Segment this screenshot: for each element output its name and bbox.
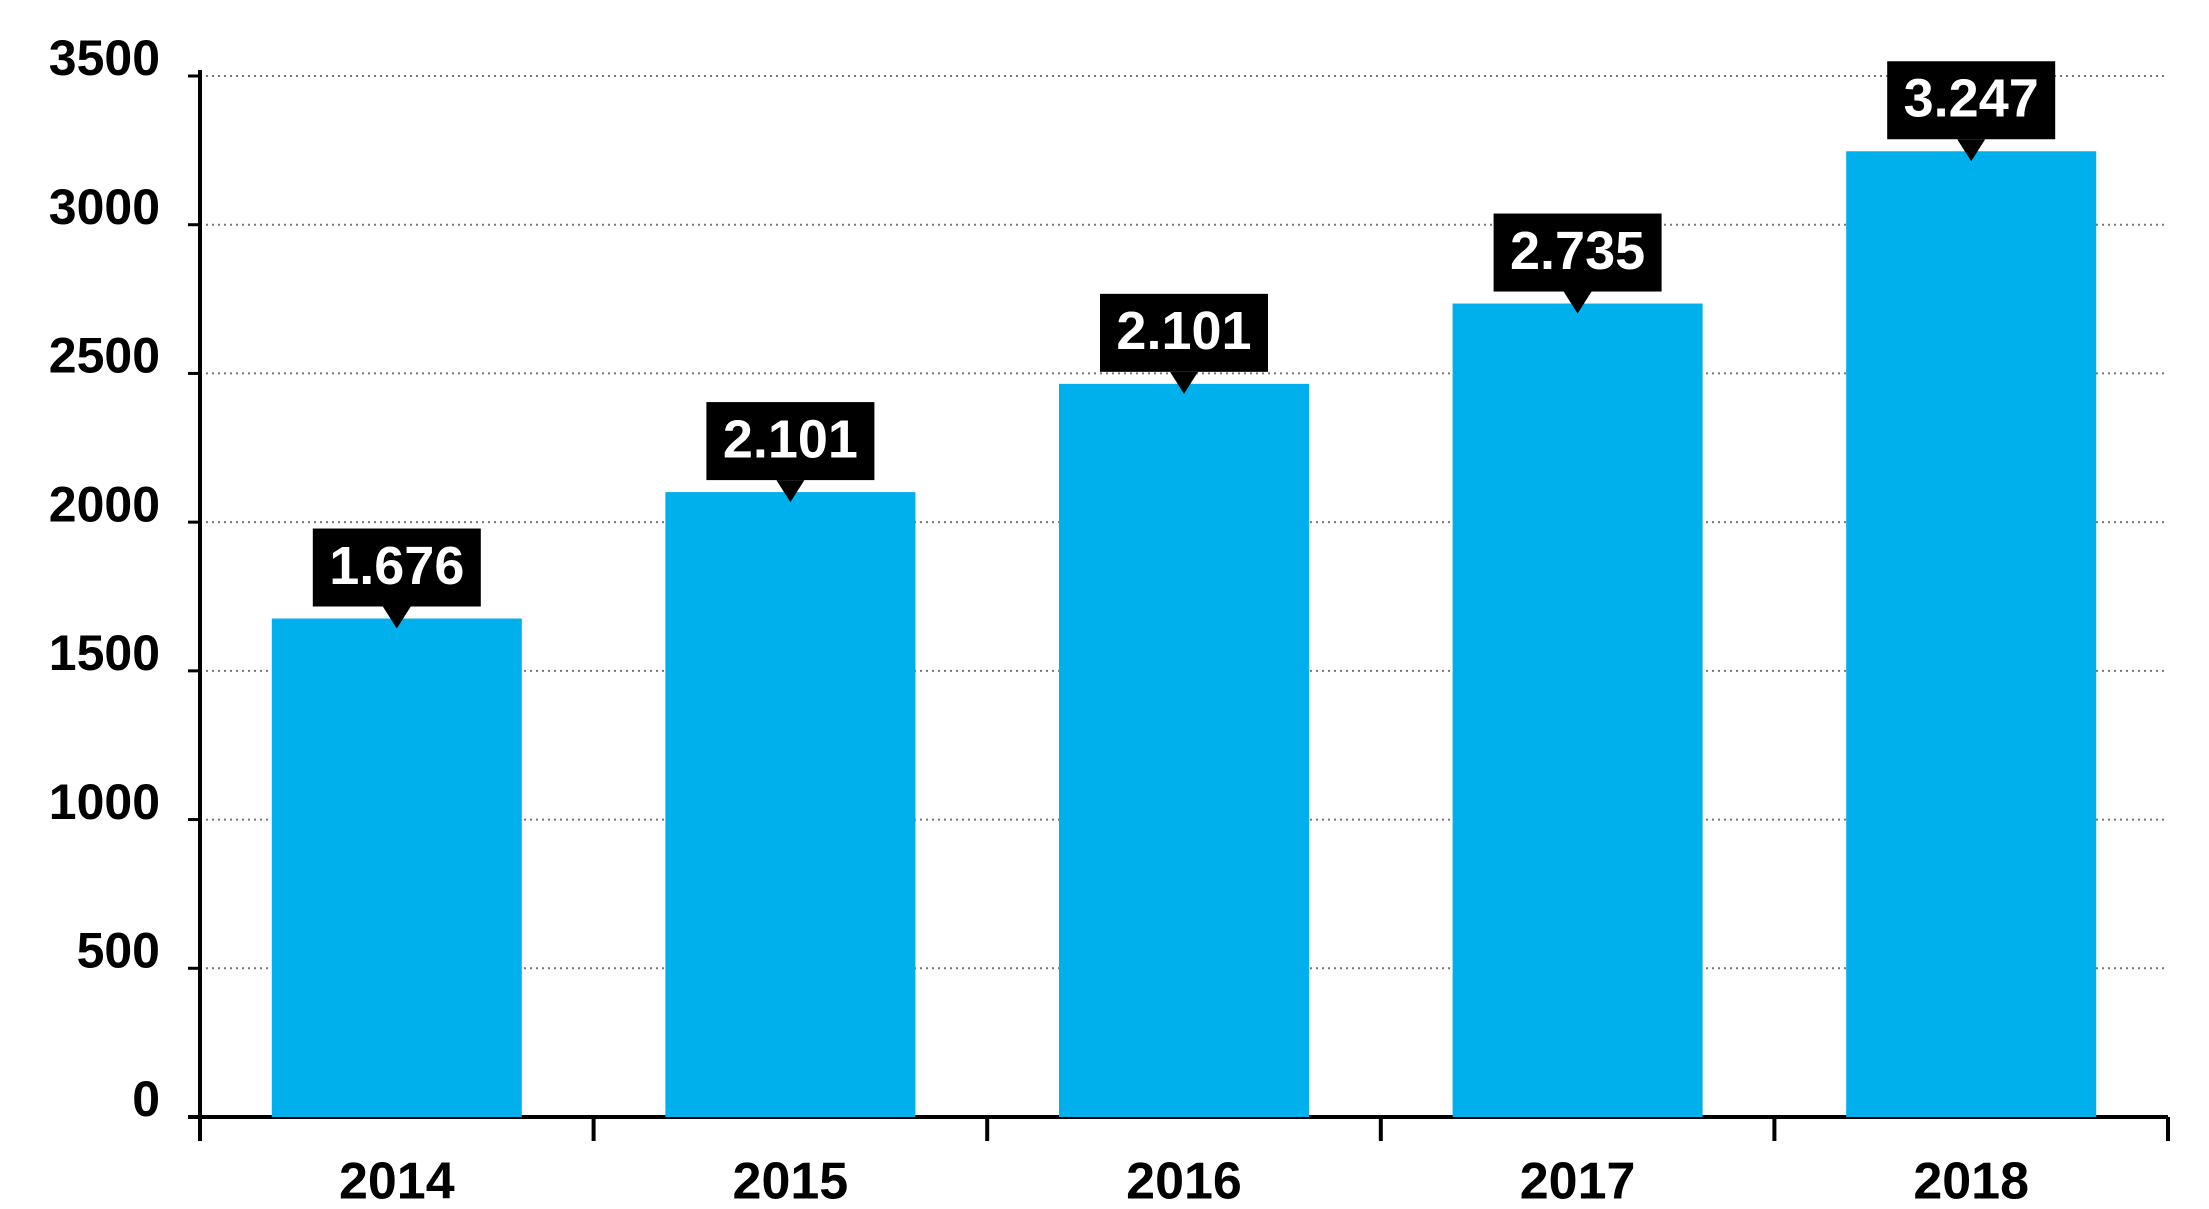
callout-pointer — [776, 480, 805, 503]
x-tick-label: 2018 — [1913, 1153, 2029, 1209]
callout-pointer — [382, 606, 411, 629]
callout-pointer — [1170, 371, 1198, 394]
callout-box — [1100, 293, 1268, 372]
y-tick-label: 3000 — [49, 179, 160, 235]
y-tick-label: 2500 — [49, 328, 160, 384]
callout-box — [1493, 213, 1662, 292]
y-tick-label: 2000 — [49, 476, 160, 532]
value-annotation: 2.101 — [723, 409, 858, 469]
x-tick-label: 2016 — [1126, 1153, 1242, 1209]
y-tick-label: 1500 — [49, 625, 160, 681]
bar — [1846, 151, 2097, 1117]
callout-box — [1887, 61, 2056, 140]
x-tick-label: 2015 — [733, 1153, 849, 1209]
x-tick-label: 2014 — [339, 1153, 455, 1209]
callout-box — [312, 528, 481, 607]
callout-box — [706, 402, 875, 481]
value-annotation: 3.247 — [1904, 69, 2039, 129]
y-tick-label: 0 — [132, 1071, 160, 1127]
y-tick-label: 1000 — [49, 774, 160, 830]
y-tick-label: 3500 — [49, 30, 160, 86]
y-tick-label: 500 — [77, 922, 160, 978]
x-tick-label: 2017 — [1520, 1153, 1636, 1209]
callout-pointer — [1563, 291, 1592, 314]
bar — [665, 492, 916, 1118]
callout-pointer — [1957, 139, 1986, 162]
value-annotation: 2.101 — [1116, 301, 1251, 361]
bar — [271, 618, 522, 1117]
bar — [1452, 303, 1703, 1118]
bar — [1059, 383, 1309, 1117]
value-annotation: 2.735 — [1510, 221, 1645, 281]
value-annotation: 1.676 — [329, 536, 464, 596]
